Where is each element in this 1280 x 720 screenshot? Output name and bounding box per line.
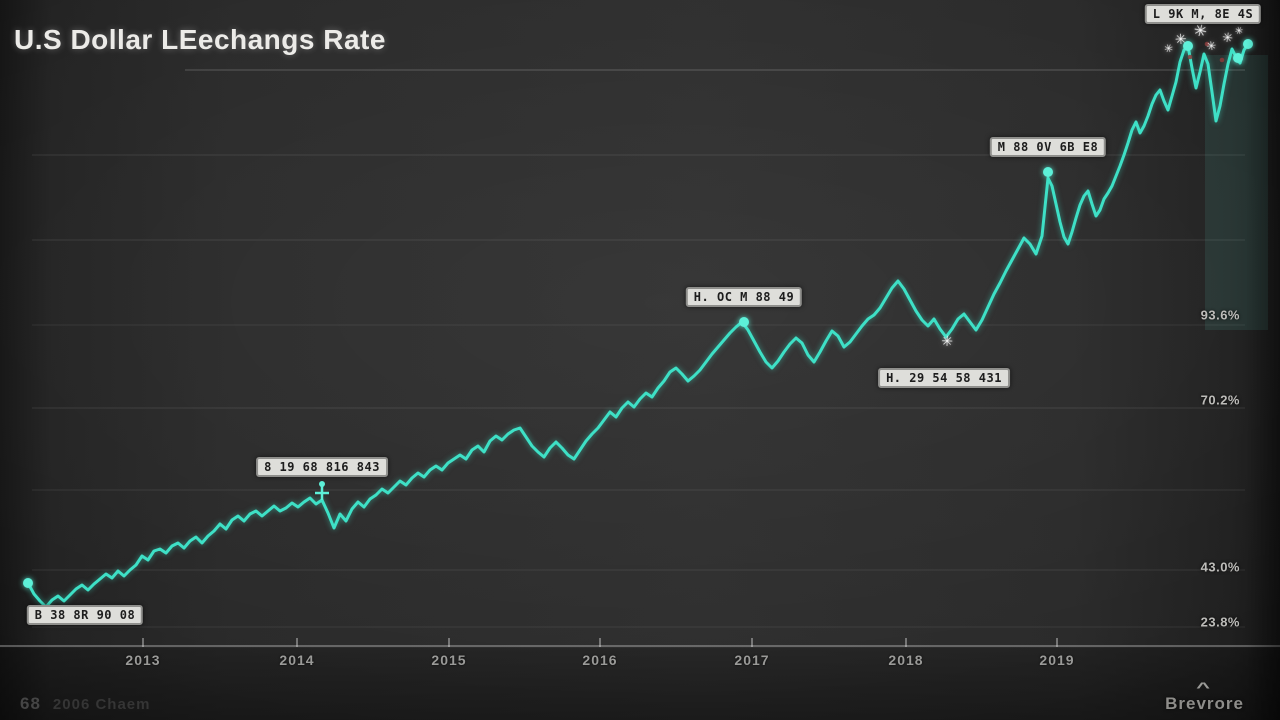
data-point-dot[interactable] — [1043, 167, 1053, 177]
data-point-dot[interactable] — [739, 317, 749, 327]
sparkle-icon: ✳ — [941, 333, 953, 349]
data-label: 8 19 68 816 843 — [256, 457, 388, 477]
sparkle-icon: ✳ — [1221, 29, 1234, 45]
watermark-text: 2006 Chaem — [52, 696, 151, 713]
x-axis-label: 2017 — [734, 652, 770, 668]
speck-mark — [1187, 54, 1193, 60]
y-axis-label: 93.6% — [1200, 307, 1240, 323]
x-axis-label: 2018 — [888, 652, 924, 668]
data-label: L 9K M, 8E 4S — [1144, 4, 1262, 24]
area-fill — [1205, 55, 1268, 330]
sparkle-icon: ✳ — [1163, 42, 1176, 56]
speck-mark — [1204, 41, 1210, 47]
y-axis-label: 70.2% — [1200, 392, 1240, 408]
data-point-dot[interactable] — [23, 578, 33, 588]
x-axis-label: 2013 — [125, 652, 161, 668]
chevron-up-icon: ^ — [1196, 679, 1211, 695]
data-point-dot[interactable] — [1243, 39, 1253, 49]
logo-icon: 68 — [20, 694, 41, 713]
sparkle-icon: ✳ — [1234, 25, 1245, 38]
data-point-dot[interactable] — [1183, 41, 1193, 51]
brand-label[interactable]: Brevrore — [1165, 694, 1244, 713]
cursor-marker-icon — [319, 481, 325, 487]
data-label: M 88 0V 6B E8 — [989, 137, 1107, 157]
price-line — [26, 42, 1250, 609]
x-axis-label: 2014 — [279, 652, 315, 668]
y-axis-label: 23.8% — [1200, 614, 1240, 630]
sparkle-icon: ✳ — [1192, 22, 1209, 42]
x-axis-label: 2019 — [1039, 652, 1075, 668]
speck-mark — [1219, 57, 1225, 63]
data-label: H. 29 54 58 431 — [878, 368, 1010, 388]
x-axis-label: 2015 — [431, 652, 467, 668]
sparkle-icon: ✳ — [1174, 31, 1187, 48]
sparkle-icon: ✳ — [1205, 38, 1217, 53]
watermark: 68 2006 Chaem — [20, 694, 150, 714]
x-axis-label: 2016 — [582, 652, 618, 668]
y-axis-label: 43.0% — [1200, 559, 1240, 575]
data-label: B 38 8R 90 08 — [26, 605, 144, 625]
data-label: H. OC M 88 49 — [685, 287, 803, 307]
chart-title: U.S Dollar LEechangs Rate — [14, 24, 386, 55]
data-point-dot[interactable] — [1233, 53, 1243, 63]
